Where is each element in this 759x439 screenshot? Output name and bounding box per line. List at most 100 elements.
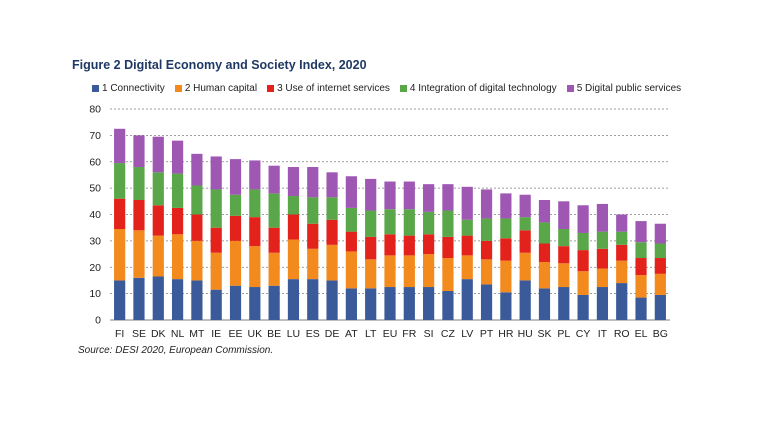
legend-swatch [399, 85, 407, 92]
x-tick-label: HU [518, 328, 533, 340]
bar-segment-bg-series-4 [654, 243, 666, 259]
bar-segment-se-series-1 [133, 277, 145, 320]
x-tick-label: IE [211, 328, 221, 340]
bar-segment-si-series-2 [423, 254, 435, 288]
bar-segment-cy-series-1 [577, 294, 589, 320]
bar-segment-dk-series-3 [152, 205, 164, 236]
bar-segment-fi-series-4 [114, 163, 126, 199]
bar-segment-hu-series-4 [519, 217, 531, 231]
bar-segment-cz-series-4 [442, 210, 454, 237]
bar-segment-fi-series-5 [114, 128, 126, 164]
bar-segment-cy-series-2 [577, 271, 589, 295]
bar-segment-dk-series-2 [152, 235, 164, 277]
bar-segment-ro-series-1 [616, 283, 628, 320]
bar-segment-lu-series-4 [287, 196, 300, 215]
y-tick-label: 60 [89, 156, 101, 168]
bar-segment-pt-series-4 [480, 218, 493, 241]
bar-segment-fr-series-5 [403, 181, 415, 210]
x-tick-label: SI [424, 328, 434, 340]
chart-legend: 1 Connectivity 2 Human capital 3 Use of in… [92, 83, 681, 94]
bar-segment-nl-series-5 [171, 140, 184, 174]
x-tick-label: NL [171, 328, 185, 340]
bar-segment-bg-series-1 [654, 294, 666, 320]
bar-segment-lv-series-4 [461, 219, 473, 236]
bar-segment-be-series-3 [268, 227, 280, 253]
bar-segment-cy-series-4 [577, 232, 589, 251]
bar-segment-fi-series-1 [114, 280, 126, 320]
x-tick-label: PL [557, 328, 570, 340]
bar-segment-pl-series-2 [558, 263, 570, 288]
y-tick-label: 0 [95, 315, 101, 327]
bar-segment-sk-series-4 [538, 222, 551, 244]
bar-segment-eu-series-4 [384, 209, 396, 235]
bar-segment-pt-series-1 [480, 284, 493, 320]
legend-item: 3 Use of internet services [267, 83, 390, 94]
y-tick-label: 70 [89, 130, 101, 142]
bar-segment-si-series-3 [423, 234, 435, 255]
bar-segment-cy-series-5 [577, 205, 589, 233]
y-tick-label: 50 [89, 183, 101, 195]
bar-segment-es-series-4 [307, 197, 319, 224]
bar-segment-es-series-2 [307, 248, 319, 280]
x-tick-label: DE [325, 328, 340, 340]
bar-segment-lt-series-5 [365, 178, 377, 211]
bar-segment-pl-series-3 [558, 246, 570, 264]
bar-segment-cz-series-5 [442, 184, 454, 211]
x-tick-label: AT [345, 328, 358, 340]
bar-segment-dk-series-1 [152, 276, 164, 320]
legend-label: 5 Digital public services [576, 83, 682, 94]
bar-segment-el-series-1 [635, 297, 647, 320]
bar-segment-se-series-2 [133, 230, 145, 278]
x-tick-label: RO [614, 328, 630, 340]
bar-segment-be-series-1 [268, 285, 280, 320]
legend-item: 4 Integration of digital technology [399, 83, 557, 94]
bar-segment-uk-series-1 [249, 287, 261, 320]
x-tick-label: CY [576, 328, 591, 340]
y-tick-label: 80 [89, 104, 101, 116]
bar-segment-se-series-3 [133, 199, 145, 231]
bar-segment-lu-series-2 [287, 239, 300, 280]
bar-segment-lt-series-1 [365, 288, 377, 320]
bar-segment-hu-series-2 [519, 252, 531, 281]
x-tick-label: FI [115, 328, 124, 340]
x-tick-label: UK [248, 328, 263, 340]
bar-segment-lt-series-2 [365, 259, 377, 289]
bar-segment-bg-series-3 [654, 258, 666, 274]
bar-segment-at-series-4 [345, 207, 357, 232]
bar-segment-nl-series-4 [171, 173, 184, 208]
legend-swatch [566, 85, 574, 92]
bar-segment-lv-series-1 [461, 279, 473, 320]
x-tick-label: BE [267, 328, 281, 340]
bar-segment-fr-series-4 [403, 209, 415, 236]
bar-segment-hr-series-3 [500, 238, 512, 261]
bar-segment-el-series-2 [635, 275, 647, 298]
bar-segment-fr-series-1 [403, 287, 415, 320]
bar-segment-hr-series-1 [500, 292, 512, 320]
bar-segment-be-series-4 [268, 193, 280, 228]
bar-segment-nl-series-1 [171, 279, 184, 320]
bar-segment-cz-series-3 [442, 236, 454, 259]
bar-segment-fi-series-2 [114, 229, 126, 281]
bar-segment-fr-series-3 [403, 235, 415, 256]
bar-segment-pt-series-5 [480, 189, 493, 219]
bar-segment-mt-series-3 [191, 214, 203, 241]
bar-segment-at-series-5 [345, 176, 357, 208]
bar-segment-dk-series-4 [152, 172, 164, 206]
legend-swatch [174, 85, 182, 92]
chart-title: Figure 2 Digital Economy and Society Ind… [72, 58, 367, 72]
bar-segment-ie-series-3 [210, 227, 222, 253]
bar-segment-pt-series-2 [480, 259, 493, 285]
bar-segment-bg-series-5 [654, 223, 666, 244]
x-tick-label: EL [635, 328, 648, 340]
x-tick-label: LU [287, 328, 300, 340]
legend-label: 1 Connectivity [102, 83, 165, 94]
bar-segment-it-series-2 [596, 268, 609, 288]
bar-segment-ee-series-4 [229, 194, 242, 216]
bar-segment-ro-series-3 [616, 244, 628, 261]
legend-swatch [267, 85, 275, 92]
bar-segment-uk-series-2 [249, 246, 261, 288]
x-tick-label: CZ [441, 328, 456, 340]
bar-segment-se-series-5 [133, 135, 145, 168]
bar-segment-ro-series-4 [616, 231, 628, 245]
